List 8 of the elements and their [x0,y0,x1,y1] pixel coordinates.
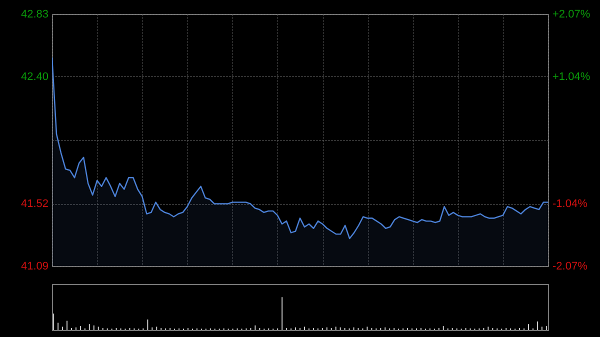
y2-tick-label: -1.04% [552,198,588,210]
y2-tick-label: +1.04% [552,71,590,84]
y-tick-label: 41.52 [20,198,48,210]
y-tick-label: 41.09 [20,260,48,272]
y2-tick-label: +2.07% [552,8,590,20]
y-tick-label: 42.40 [20,70,48,83]
y-tick-label: 42.83 [20,8,48,20]
y2-tick-label: -2.07% [552,260,588,272]
